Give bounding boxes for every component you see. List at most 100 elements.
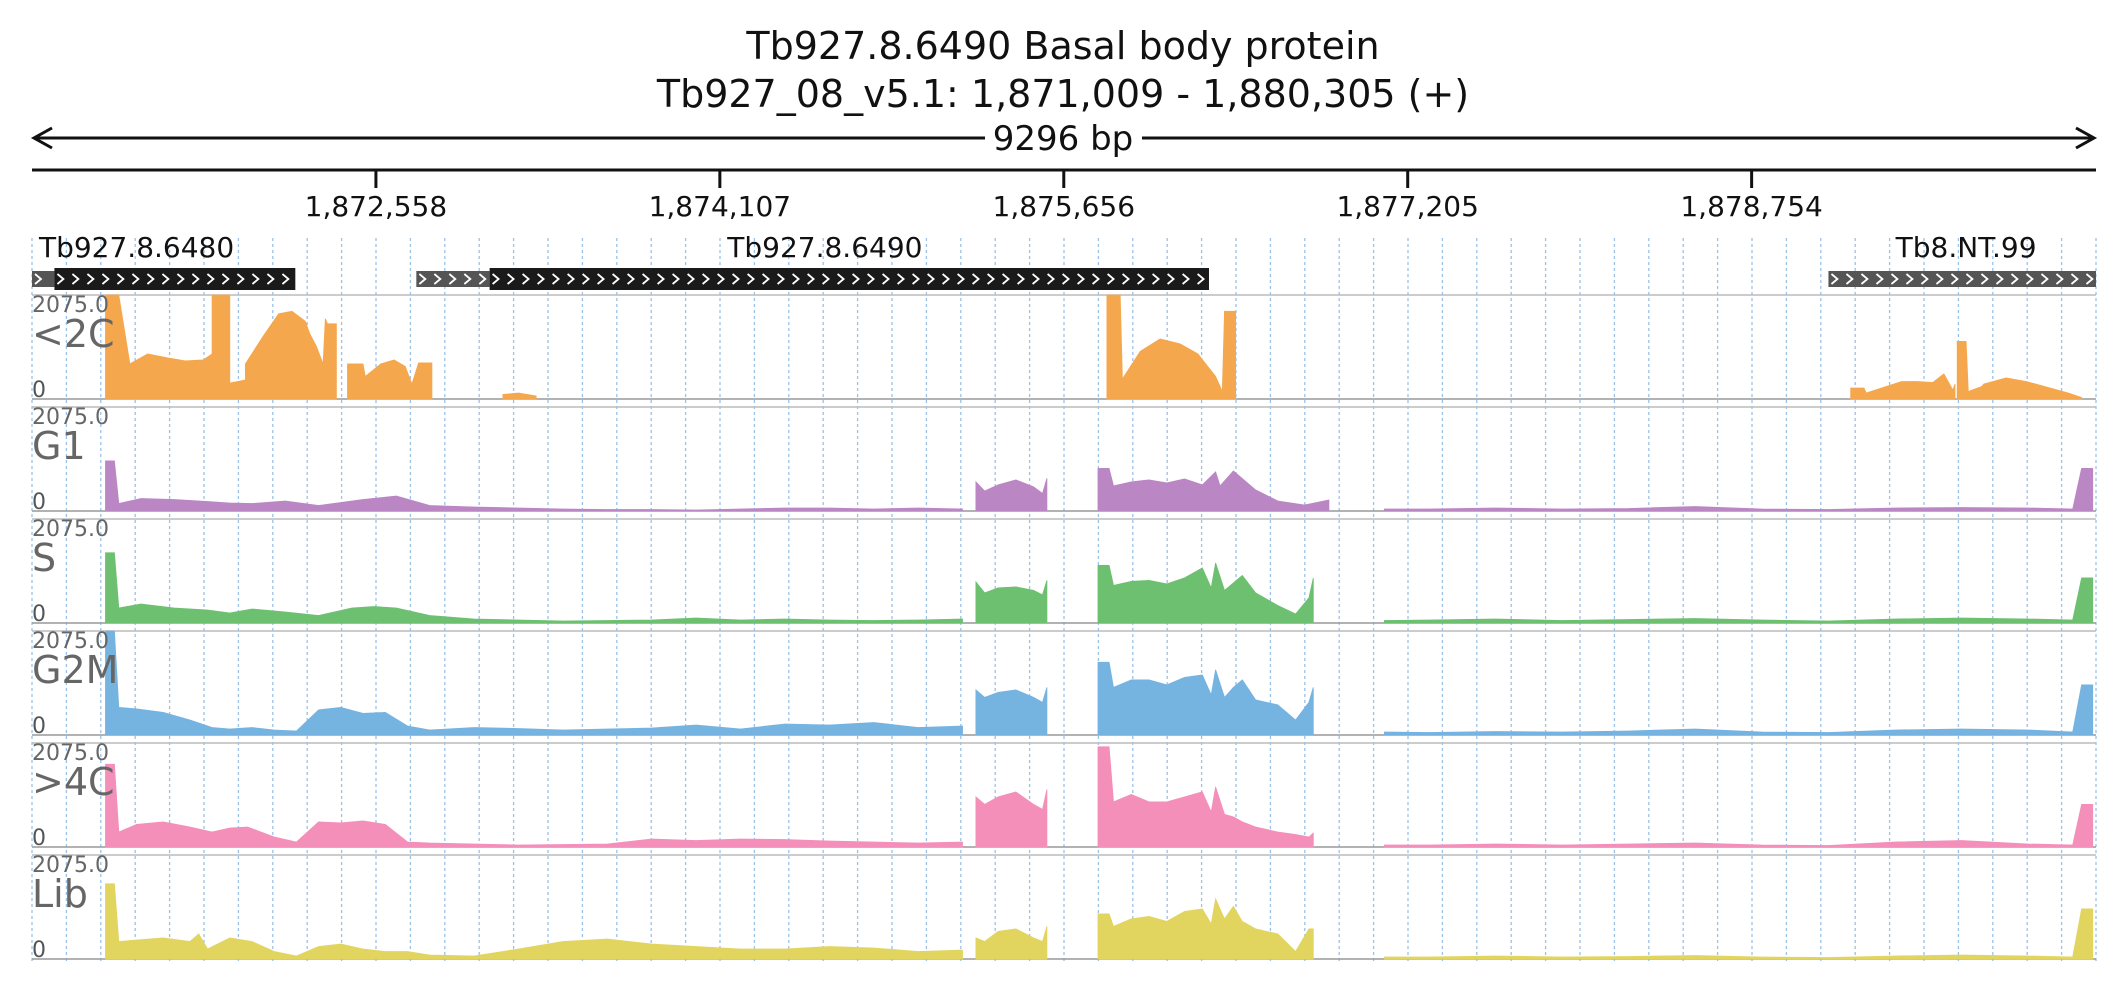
coverage-area xyxy=(1097,468,1330,512)
track-label: G2M xyxy=(32,648,118,692)
strand-arrow-icon xyxy=(1995,273,2004,285)
strand-arrow-icon xyxy=(2070,273,2079,285)
strand-arrow-icon xyxy=(702,273,711,285)
coverage-area xyxy=(1384,577,2094,624)
strand-arrow-icon xyxy=(507,273,516,285)
coverage-area xyxy=(502,392,537,400)
gene-label: Tb927.8.6490 xyxy=(726,231,922,264)
strand-arrow-icon xyxy=(1092,273,1101,285)
track-max-label: 2075.0 xyxy=(32,629,109,654)
strand-arrow-icon xyxy=(867,273,876,285)
strand-arrow-icon xyxy=(448,273,457,285)
strand-arrow-icon xyxy=(56,273,65,285)
coverage-area xyxy=(1956,341,2082,400)
coverage-area xyxy=(347,359,433,400)
strand-arrow-icon xyxy=(281,273,290,285)
track-max-label: 2075.0 xyxy=(32,293,109,318)
strand-arrow-icon xyxy=(672,273,681,285)
strand-arrow-icon xyxy=(1107,273,1116,285)
strand-arrow-icon xyxy=(1920,273,1929,285)
strand-arrow-icon xyxy=(418,273,427,285)
track-label: >4C xyxy=(32,760,115,804)
strand-arrow-icon xyxy=(1950,273,1959,285)
track-max-label: 2075.0 xyxy=(32,405,109,430)
gene-cds xyxy=(54,268,296,290)
strand-arrow-icon xyxy=(657,273,666,285)
strand-arrow-icon xyxy=(2025,273,2034,285)
track-label: S xyxy=(32,536,56,580)
strand-arrow-icon xyxy=(1965,273,1974,285)
span-label: 9296 bp xyxy=(993,119,1134,159)
strand-arrow-icon xyxy=(86,273,95,285)
strand-arrow-icon xyxy=(1152,273,1161,285)
strand-arrow-icon xyxy=(1905,273,1914,285)
strand-arrow-icon xyxy=(717,273,726,285)
strand-arrow-icon xyxy=(1845,273,1854,285)
coverage-area xyxy=(975,789,1048,848)
track-label: G1 xyxy=(32,424,86,468)
gene-cds xyxy=(489,268,1209,290)
strand-arrow-icon xyxy=(792,273,801,285)
strand-arrow-icon xyxy=(1890,273,1899,285)
strand-arrow-icon xyxy=(912,273,921,285)
strand-arrow-icon xyxy=(762,273,771,285)
strand-arrow-icon xyxy=(1197,273,1206,285)
gene-utr xyxy=(1828,271,2096,287)
strand-arrow-icon xyxy=(957,273,966,285)
strand-arrow-icon xyxy=(537,273,546,285)
coverage-area xyxy=(1850,373,1956,400)
strand-arrow-icon xyxy=(176,273,185,285)
strand-arrow-icon xyxy=(492,273,501,285)
strand-arrow-icon xyxy=(987,273,996,285)
strand-arrow-icon xyxy=(221,273,230,285)
gene-utr xyxy=(416,271,490,287)
strand-arrow-icon xyxy=(567,273,576,285)
strand-arrow-icon xyxy=(116,273,125,285)
strand-arrow-icon xyxy=(627,273,636,285)
track-min-label: 0 xyxy=(32,602,46,627)
coverage-area xyxy=(1384,684,2094,736)
strand-arrow-icon xyxy=(972,273,981,285)
strand-arrow-icon xyxy=(191,273,200,285)
strand-arrow-icon xyxy=(1017,273,1026,285)
strand-arrow-icon xyxy=(582,273,591,285)
position-tick-label: 1,877,205 xyxy=(1336,190,1479,223)
strand-arrow-icon xyxy=(1047,273,1056,285)
strand-arrow-icon xyxy=(1002,273,1011,285)
gene-utr xyxy=(32,271,55,287)
strand-arrow-icon xyxy=(206,273,215,285)
coverage-area xyxy=(105,460,963,512)
coverage-area xyxy=(975,478,1048,512)
strand-arrow-icon xyxy=(101,273,110,285)
strand-arrow-icon xyxy=(131,273,140,285)
strand-arrow-icon xyxy=(2010,273,2019,285)
coverage-area xyxy=(975,687,1048,736)
strand-arrow-icon xyxy=(807,273,816,285)
track-min-label: 0 xyxy=(32,938,46,963)
strand-arrow-icon xyxy=(1182,273,1191,285)
position-tick-label: 1,875,656 xyxy=(993,190,1136,223)
strand-arrow-icon xyxy=(822,273,831,285)
coverage-area xyxy=(975,926,1048,960)
strand-arrow-icon xyxy=(236,273,245,285)
strand-arrow-icon xyxy=(251,273,260,285)
track-min-label: 0 xyxy=(32,714,46,739)
coverage-area xyxy=(105,294,246,400)
strand-arrow-icon xyxy=(522,273,531,285)
strand-arrow-icon xyxy=(642,273,651,285)
strand-arrow-icon xyxy=(612,273,621,285)
track-label: Lib xyxy=(32,872,88,916)
gene-label: Tb8.NT.99 xyxy=(1895,231,2037,264)
position-tick-label: 1,878,754 xyxy=(1680,190,1823,223)
strand-arrow-icon xyxy=(1167,273,1176,285)
strand-arrow-icon xyxy=(597,273,606,285)
strand-arrow-icon xyxy=(2085,273,2094,285)
strand-arrow-icon xyxy=(463,273,472,285)
track-max-label: 2075.0 xyxy=(32,853,109,878)
coverage-area xyxy=(1097,562,1314,624)
strand-arrow-icon xyxy=(266,273,275,285)
strand-arrow-icon xyxy=(852,273,861,285)
strand-arrow-icon xyxy=(927,273,936,285)
strand-arrow-icon xyxy=(1830,273,1839,285)
